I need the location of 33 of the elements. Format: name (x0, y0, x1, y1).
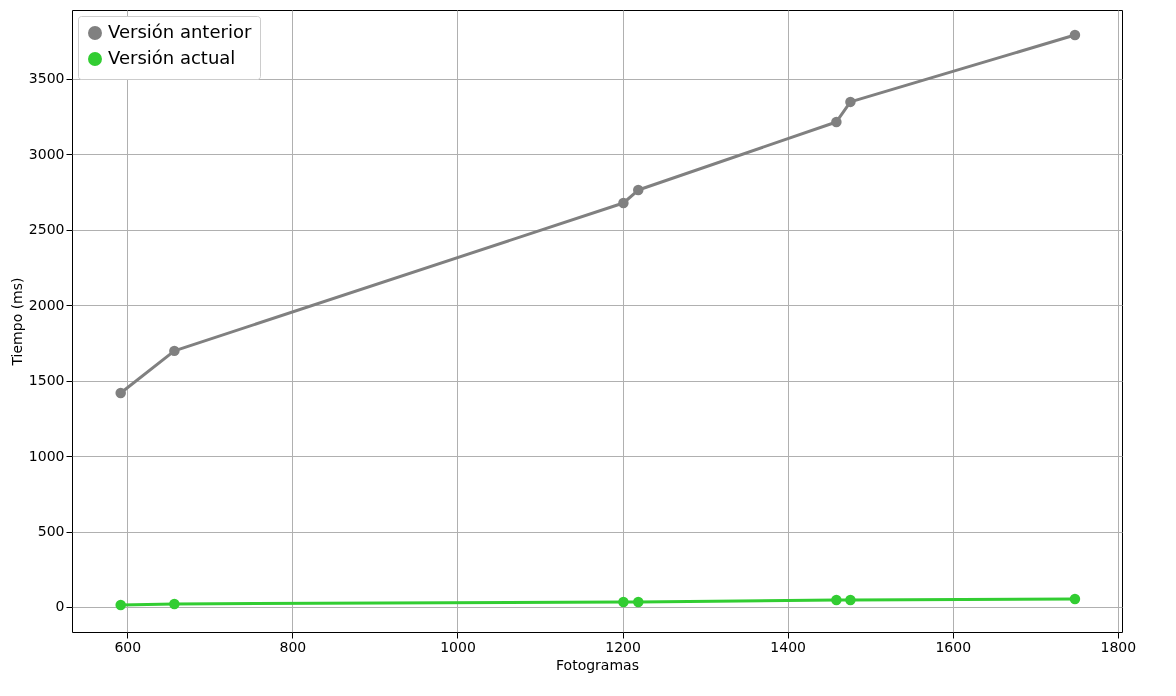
point (618, 596, 629, 608)
y-tick-label: 3000 (28, 145, 65, 162)
point (1069, 593, 1081, 605)
y-axis-title: Tiempo (ms) (8, 277, 25, 367)
y-tick-label: 500 (37, 523, 65, 539)
point (169, 598, 180, 610)
point (115, 599, 126, 611)
point (115, 387, 126, 399)
y-tick-label: 0 (55, 598, 65, 615)
y-tick-label: 1500 (28, 372, 65, 389)
point (831, 116, 842, 128)
x-tick-label: 600 (114, 638, 142, 655)
x-tick-label: 1600 (935, 638, 972, 655)
point (845, 96, 856, 108)
legend-label: Versión anterior (108, 21, 252, 42)
y-tick-label: 3500 (28, 70, 65, 87)
x-tick-label: 800 (279, 638, 307, 655)
point (845, 594, 856, 606)
legend-label: Versión actual (108, 47, 236, 68)
y-tick-label: 2500 (28, 221, 65, 238)
point (831, 594, 842, 606)
point (618, 197, 629, 209)
point (1069, 29, 1081, 41)
point (633, 596, 644, 608)
y-tick-label: 2000 (28, 296, 65, 313)
x-tick-label: 1400 (770, 638, 806, 655)
y-tick-label: 1000 (28, 447, 65, 464)
x-axis-title: Fotogramas (556, 656, 639, 673)
x-tick-label: 1000 (440, 638, 476, 655)
point (169, 345, 180, 357)
x-tick-label: 1200 (605, 638, 641, 655)
x-tick-label: 1800 (1100, 638, 1137, 655)
point (633, 184, 644, 196)
